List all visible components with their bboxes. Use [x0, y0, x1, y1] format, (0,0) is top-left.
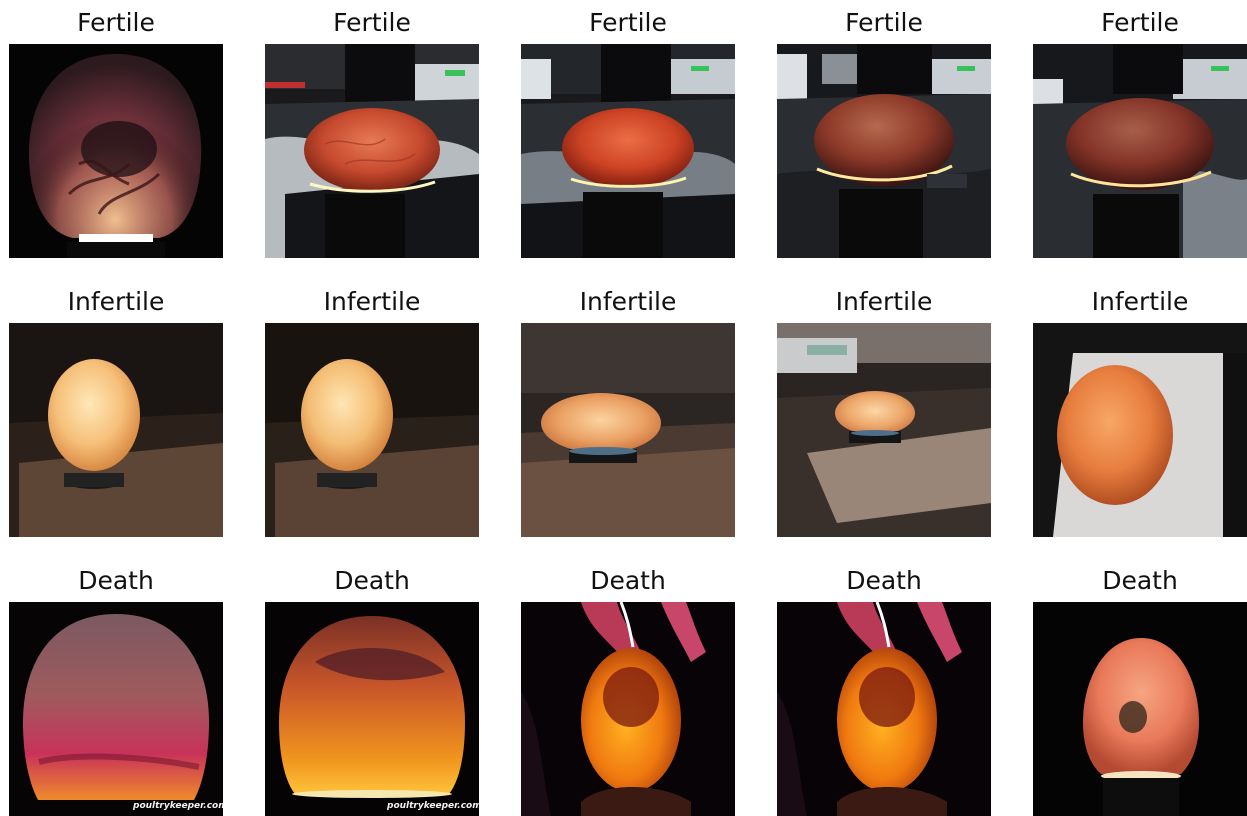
death-blood-ring-egg-image: poultrykeeper.com	[9, 602, 223, 816]
image-title: Infertile	[67, 287, 165, 316]
infertile-egg-on-white-board-image	[1033, 323, 1247, 537]
egg-photo	[777, 602, 991, 816]
egg-photo: poultrykeeper.com	[9, 602, 223, 816]
image-title: Infertile	[1091, 287, 1189, 316]
image-title: Fertile	[333, 8, 411, 37]
egg-photo	[1033, 323, 1247, 537]
death-egg-with-dark-spot-image	[1033, 602, 1247, 816]
egg-photo	[265, 44, 479, 258]
egg-photo	[1033, 602, 1247, 816]
image-title: Fertile	[845, 8, 923, 37]
egg-photo	[521, 602, 735, 816]
infertile-wide-egg-image	[521, 323, 735, 537]
infertile-egg-on-stand-image	[9, 323, 223, 537]
fertile-egg-dark-image	[1033, 44, 1247, 258]
image-title: Fertile	[77, 8, 155, 37]
image-title: Death	[846, 566, 922, 595]
egg-photo	[9, 323, 223, 537]
fertile-veined-egg-image	[9, 44, 223, 258]
image-title: Infertile	[323, 287, 421, 316]
image-title: Fertile	[1101, 8, 1179, 37]
egg-photo	[521, 323, 735, 537]
image-title: Infertile	[579, 287, 677, 316]
image-title: Death	[334, 566, 410, 595]
death-glowing-egg-in-hand-image	[777, 602, 991, 816]
infertile-small-egg-image	[777, 323, 991, 537]
egg-photo	[521, 44, 735, 258]
egg-photo	[9, 44, 223, 258]
egg-photo	[777, 323, 991, 537]
egg-photo	[777, 44, 991, 258]
watermark-text: poultrykeeper.com	[132, 801, 223, 811]
image-title: Infertile	[835, 287, 933, 316]
image-title: Death	[78, 566, 154, 595]
egg-photo	[265, 323, 479, 537]
egg-photo	[1033, 44, 1247, 258]
image-title: Death	[590, 566, 666, 595]
fertile-egg-on-holder-image	[521, 44, 735, 258]
image-title: Death	[1102, 566, 1178, 595]
fertile-egg-dark-image	[777, 44, 991, 258]
fertile-egg-on-holder-image	[265, 44, 479, 258]
death-speckled-egg-image: poultrykeeper.com	[265, 602, 479, 816]
image-title: Fertile	[589, 8, 667, 37]
watermark-text: poultrykeeper.com	[386, 801, 479, 811]
death-glowing-egg-in-hand-image	[521, 602, 735, 816]
infertile-egg-on-stand-image	[265, 323, 479, 537]
egg-photo: poultrykeeper.com	[265, 602, 479, 816]
